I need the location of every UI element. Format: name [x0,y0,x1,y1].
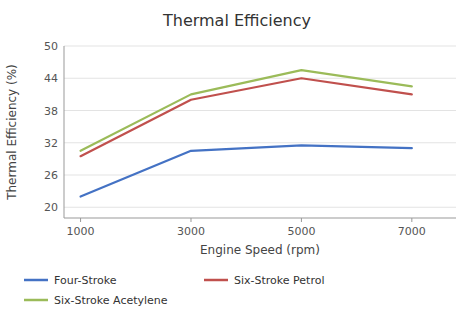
x-tick [80,218,81,222]
x-axis-line [64,218,456,219]
legend-swatch [24,299,48,302]
grid-line [64,175,456,176]
series-line [81,70,412,151]
y-axis-label: Thermal Efficiency (%) [5,64,19,201]
x-tick-label: 5000 [287,225,315,238]
y-tick-label: 38 [44,105,58,118]
x-tick-label: 1000 [67,225,95,238]
x-tick [190,218,191,222]
y-axis-line [64,46,65,218]
x-tick-label: 3000 [177,225,205,238]
legend-label: Four-Stroke [54,274,117,287]
title: Thermal Efficiency [162,11,311,30]
lines [81,70,412,196]
x-tick-label: 7000 [398,225,426,238]
grid-line [64,142,456,143]
series-line [81,145,412,196]
legend-label: Six-Stroke Petrol [234,274,324,287]
legend-label: Six-Stroke Acetylene [54,294,168,307]
y-tick-label: 26 [44,169,58,182]
x-tick [411,218,412,222]
y-tick-label: 20 [44,201,58,214]
grid-line [64,110,456,111]
legend: Four-Stroke Six-Stroke Petrol Six-Stroke A… [24,274,324,307]
legend-swatch [204,279,228,282]
y-tick-label: 32 [44,137,58,150]
y-tick-label: 44 [44,72,58,85]
y-tick-label: 50 [44,40,58,53]
grid-line [64,207,456,208]
series-line [81,78,412,156]
legend-swatch [24,279,48,282]
chart: Thermal Efficiency 20 26 32 38 44 50 1000 3000 50… [0,0,474,332]
grid-line [64,46,456,47]
x-tick [301,218,302,222]
x-axis-label: Engine Speed (rpm) [200,243,320,257]
